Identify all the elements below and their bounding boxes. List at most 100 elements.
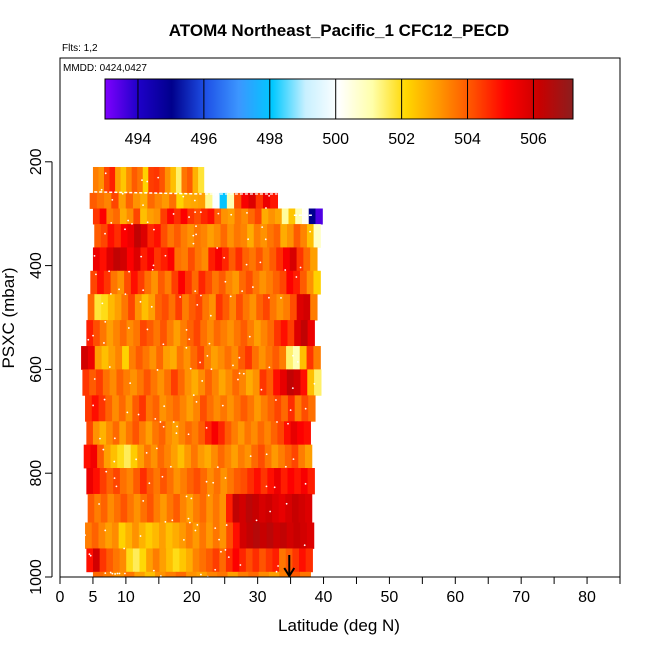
heatmap-cell <box>111 192 120 209</box>
heatmap-cell <box>154 192 163 209</box>
heatmap-cell <box>119 208 128 225</box>
heatmap-cell <box>192 166 199 194</box>
heatmap-cell <box>123 444 132 469</box>
heatmap-cell <box>242 247 250 272</box>
track-dot <box>275 570 278 573</box>
heatmap-cell <box>262 247 271 272</box>
heatmap-cell <box>132 395 140 422</box>
heatmap-cell <box>232 493 240 523</box>
heatmap-cell <box>190 346 198 370</box>
track-dot <box>161 475 164 478</box>
y-tick-label: 800 <box>28 460 45 487</box>
track-dot <box>157 176 160 179</box>
heatmap-cell <box>106 421 114 446</box>
heatmap-cell <box>248 571 260 577</box>
heatmap-cell <box>233 224 242 248</box>
heatmap-cell <box>176 192 185 209</box>
track-dot <box>206 354 209 357</box>
heatmap-cell <box>101 294 109 321</box>
heatmap-cell <box>172 395 181 422</box>
heatmap-cell <box>99 247 108 272</box>
heatmap-cell <box>214 208 222 225</box>
heatmap-cell <box>191 369 199 396</box>
heatmap-cell <box>215 294 224 321</box>
track-dot <box>195 225 197 228</box>
heatmap-cell <box>257 421 265 446</box>
heatmap-cell <box>310 247 318 272</box>
heatmap-cell <box>179 493 188 523</box>
heatmap-cell <box>115 346 123 370</box>
heatmap-cell <box>284 421 292 446</box>
heatmap-cell <box>178 421 186 446</box>
heatmap-cell <box>167 224 175 248</box>
track-dot <box>185 328 188 331</box>
heatmap-cell <box>219 493 227 523</box>
heatmap-cell <box>154 247 162 272</box>
heatmap-cell <box>119 320 128 347</box>
heatmap-cell <box>116 369 124 396</box>
heatmap-cell <box>164 166 172 194</box>
track-dot <box>104 232 106 235</box>
heatmap-cell <box>227 208 236 225</box>
track-dot <box>241 290 244 292</box>
heatmap-cell <box>244 444 252 469</box>
heatmap-cell <box>232 369 240 396</box>
track-dot <box>118 572 121 575</box>
heatmap-cell <box>168 294 176 321</box>
heatmap-cell <box>164 444 172 469</box>
heatmap-cell <box>293 522 301 549</box>
heatmap-cell <box>187 224 195 248</box>
heatmap-cell <box>199 548 207 573</box>
heatmap-cell <box>288 208 296 225</box>
heatmap-cell <box>186 320 195 347</box>
heatmap-cell <box>245 493 253 523</box>
heatmap-cell <box>180 320 188 347</box>
heatmap-cell <box>166 395 174 422</box>
heatmap-cell <box>127 224 135 248</box>
track-dot <box>104 320 107 323</box>
heatmap-cell <box>273 369 281 396</box>
heatmap-cell <box>157 270 166 295</box>
heatmap-cell <box>272 346 280 370</box>
heatmap-cell <box>191 421 199 446</box>
heatmap-cell <box>90 444 98 469</box>
track-dot <box>164 254 167 257</box>
heatmap-cell <box>126 320 134 347</box>
y-axis-label: PSXC (mbar) <box>0 267 18 368</box>
track-dot <box>137 413 140 416</box>
track-dot <box>189 367 192 370</box>
heatmap-cell <box>270 421 279 446</box>
heatmap-cell <box>106 208 114 225</box>
track-dot <box>304 407 307 410</box>
track-dot <box>101 302 104 305</box>
heatmap-cell <box>160 208 168 225</box>
track-dot <box>227 556 230 559</box>
heatmap-cell <box>122 346 130 370</box>
heatmap-cell <box>170 166 177 194</box>
heatmap-cell <box>283 294 291 321</box>
heatmap-cell <box>313 224 321 248</box>
heatmap-cell <box>186 493 194 523</box>
track-dot <box>218 538 221 541</box>
heatmap-cell <box>132 548 141 573</box>
track-dot <box>93 378 96 380</box>
heatmap-cell <box>144 571 156 577</box>
heatmap-cell <box>222 294 230 321</box>
heatmap-cell <box>178 270 186 295</box>
heatmap-cell <box>266 270 274 295</box>
heatmap-cell <box>248 208 256 225</box>
heatmap-cell <box>274 320 282 347</box>
track-dot <box>172 213 175 215</box>
heatmap-cell <box>255 247 264 272</box>
track-dot <box>192 242 195 245</box>
track-dot <box>95 273 97 276</box>
heatmap-cell <box>294 468 302 495</box>
track-dot <box>103 342 105 344</box>
heatmap-cell <box>155 571 167 577</box>
heatmap-cell <box>253 224 262 248</box>
heatmap-cell <box>199 493 207 523</box>
heatmap-cell <box>211 369 220 396</box>
heatmap-cell <box>184 369 193 396</box>
heatmap-cell <box>259 270 267 295</box>
colorbar <box>104 78 574 120</box>
